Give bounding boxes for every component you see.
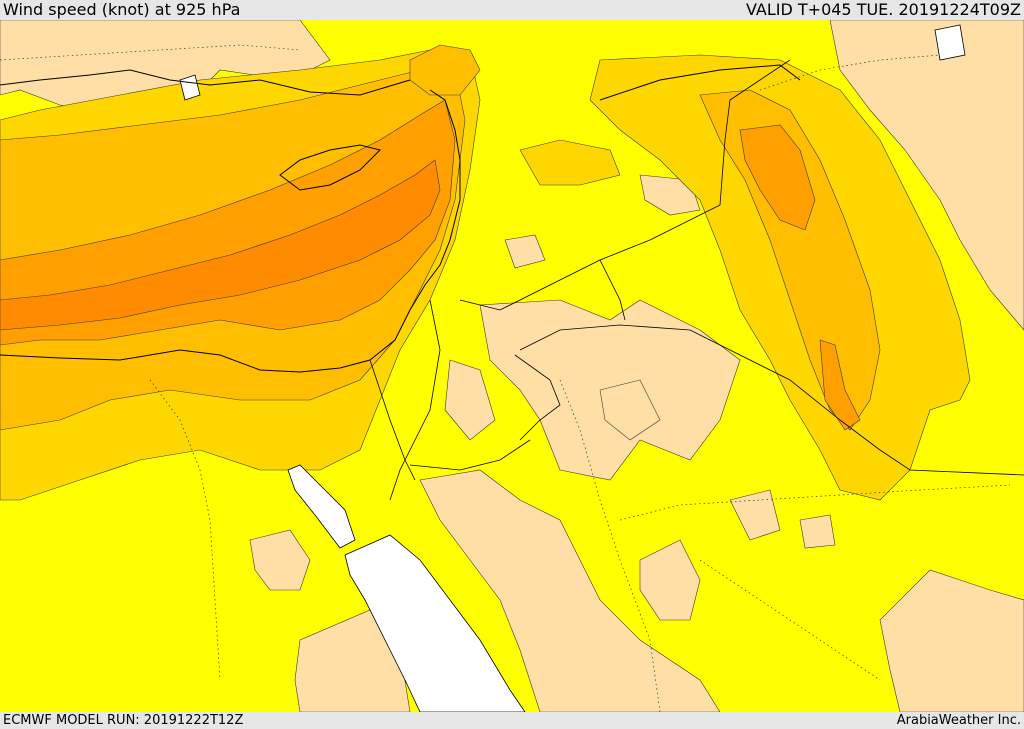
model-run-label: ECMWF MODEL RUN: 20191222T12Z <box>3 713 244 728</box>
band-30-35 <box>0 159 441 331</box>
map-header: Wind speed (knot) at 925 hPa VALID T+045… <box>0 0 1024 20</box>
wind-speed-map <box>0 20 1024 712</box>
credit-label: ArabiaWeather Inc. <box>896 713 1021 728</box>
masked-water <box>179 24 966 712</box>
band-25-30 <box>0 99 861 431</box>
map-footer: ECMWF MODEL RUN: 20191222T12Z ArabiaWeat… <box>0 712 1024 729</box>
country-borders <box>369 59 1024 501</box>
valid-time: VALID T+045 TUE. 20191224T09Z <box>745 0 1021 19</box>
map-title: Wind speed (knot) at 925 hPa <box>3 0 241 19</box>
admin-borders <box>0 44 1011 712</box>
calm-areas <box>0 20 1024 712</box>
coastlines <box>0 64 801 373</box>
